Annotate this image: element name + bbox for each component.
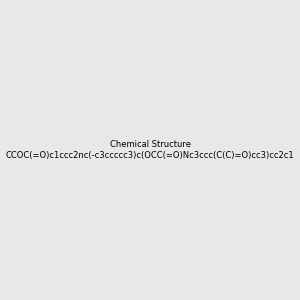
Text: Chemical Structure
CCOC(=O)c1ccc2nc(-c3ccccc3)c(OCC(=O)Nc3ccc(C(C)=O)cc3)cc2c1: Chemical Structure CCOC(=O)c1ccc2nc(-c3c… [6, 140, 294, 160]
